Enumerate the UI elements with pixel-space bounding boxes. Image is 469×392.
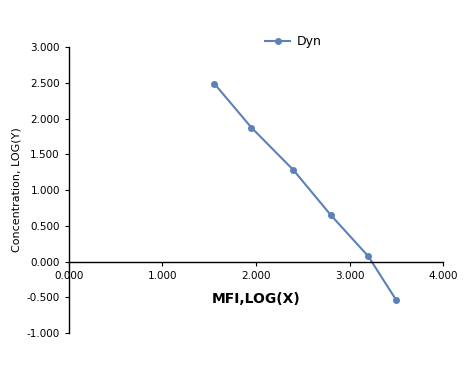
- Dyn: [212, 81, 217, 86]
- Dyn: [393, 298, 399, 303]
- Dyn: [328, 213, 334, 218]
- Dyn: [249, 125, 254, 130]
- Dyn: [291, 168, 296, 172]
- Dyn: [365, 254, 371, 259]
- X-axis label: MFI,LOG(X): MFI,LOG(X): [212, 292, 301, 306]
- Legend: Dyn: Dyn: [260, 31, 326, 53]
- Y-axis label: Concentration, LOG(Y): Concentration, LOG(Y): [11, 128, 21, 252]
- Line: Dyn: Dyn: [212, 81, 399, 303]
